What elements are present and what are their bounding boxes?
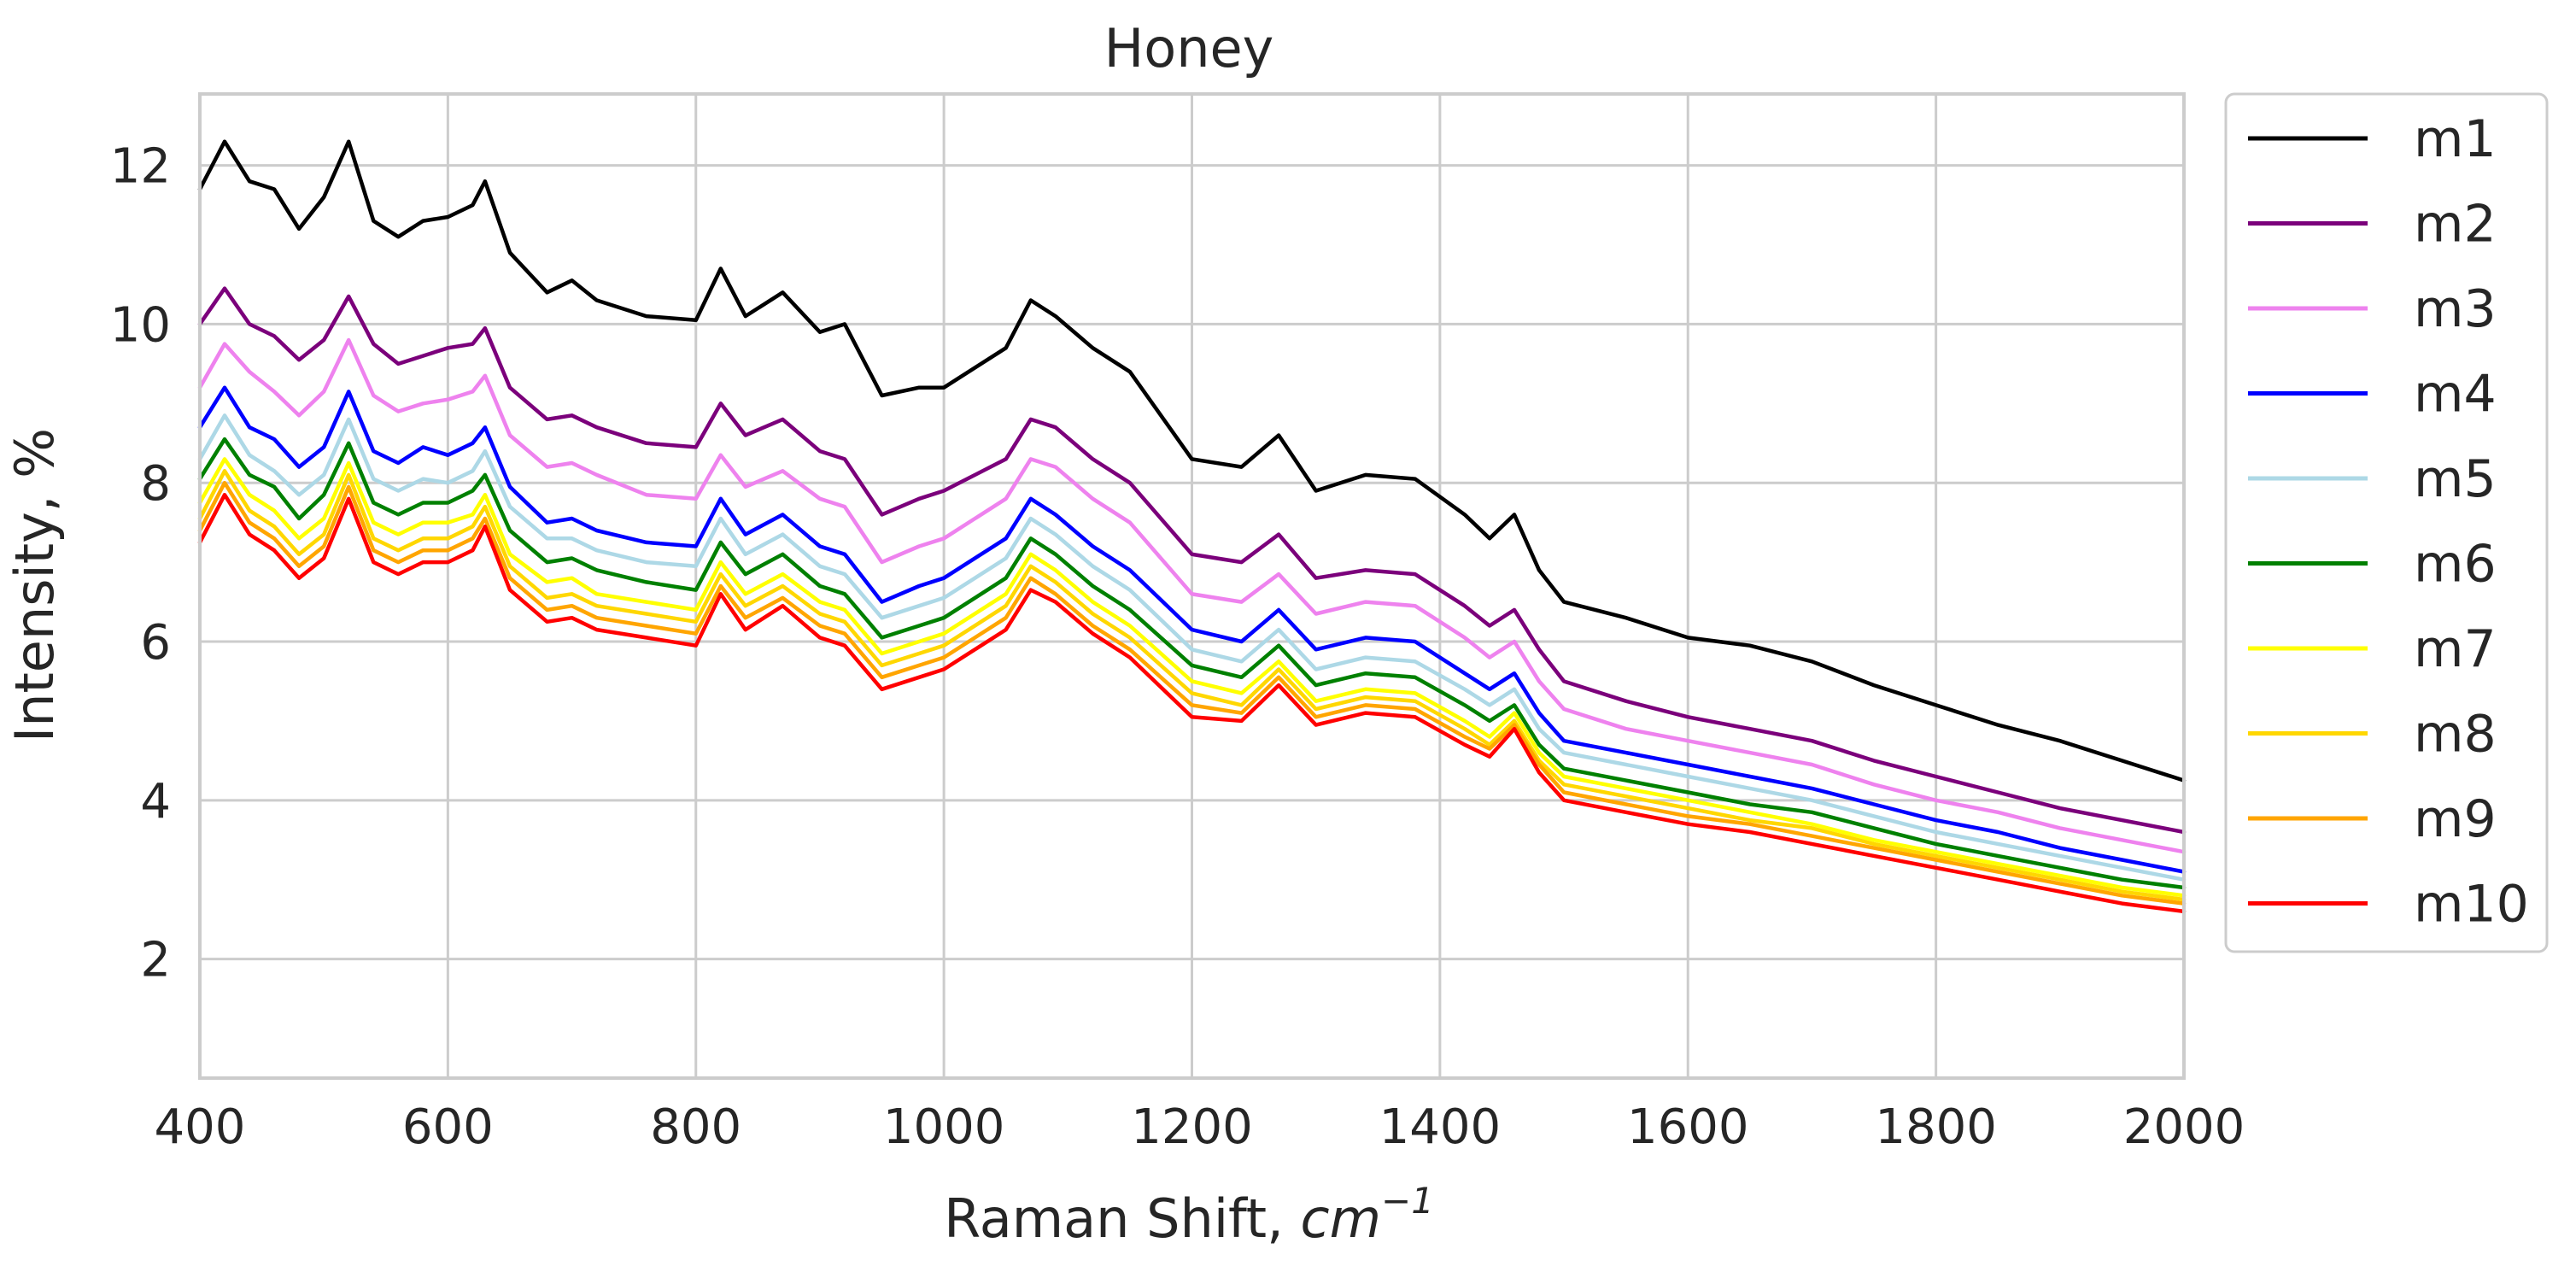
x-tick-label: 400: [155, 1099, 246, 1155]
x-tick-label: 600: [402, 1099, 494, 1155]
y-axis-title: Intensity, %: [3, 428, 66, 742]
legend-label-m4: m4: [2414, 365, 2497, 425]
y-tick-labels: 2 4 6 8 10 12: [110, 139, 171, 988]
y-tick-label: 10: [110, 297, 171, 353]
legend-label-m10: m10: [2414, 875, 2529, 935]
x-axis-title-unit: cm: [1301, 1187, 1381, 1250]
x-tick-label: 1400: [1379, 1099, 1502, 1155]
x-axis-title-exponent: −1: [1381, 1180, 1434, 1222]
series-line-m2: [197, 286, 2187, 835]
x-tick-label: 800: [650, 1099, 741, 1155]
x-tick-label: 1000: [883, 1099, 1005, 1155]
legend-label-m8: m8: [2414, 705, 2497, 765]
x-tick-labels: 400 600 800 1000 1200 1400 1600 1800 2000: [155, 1099, 2245, 1155]
legend: m1 m2 m3 m4 m5 m6 m7 m8 m9 m10: [2224, 92, 2549, 953]
x-axis-title-text: Raman Shift,: [944, 1187, 1300, 1250]
chart-title: Honey: [1104, 17, 1274, 79]
series-line-m3: [197, 337, 2187, 854]
x-axis-title: Raman Shift, cm−1: [944, 1180, 1434, 1250]
legend-label-m7: m7: [2414, 619, 2497, 679]
y-tick-label: 8: [140, 456, 171, 512]
series-line-m1: [197, 139, 2187, 783]
legend-label-m1: m1: [2414, 109, 2497, 169]
x-tick-label: 1600: [1627, 1099, 1749, 1155]
series-line-m7: [197, 457, 2187, 898]
series-line-m10: [197, 492, 2187, 914]
series-line-m6: [197, 437, 2187, 890]
legend-label-m6: m6: [2414, 535, 2497, 595]
x-tick-label: 2000: [2123, 1099, 2245, 1155]
y-tick-label: 2: [140, 933, 171, 988]
legend-label-m9: m9: [2414, 789, 2497, 849]
series-line-m5: [197, 413, 2187, 882]
legend-label-m3: m3: [2414, 279, 2497, 339]
y-tick-label: 4: [140, 774, 171, 830]
x-tick-label: 1800: [1875, 1099, 1997, 1155]
y-tick-label: 6: [140, 615, 171, 671]
series-lines: [197, 139, 2187, 914]
legend-items: m1 m2 m3 m4 m5 m6 m7 m8 m9 m10: [2248, 109, 2529, 935]
y-tick-label: 12: [110, 139, 171, 195]
legend-label-m5: m5: [2414, 449, 2497, 509]
series-line-m4: [197, 385, 2187, 874]
legend-label-m2: m2: [2414, 195, 2497, 255]
x-tick-label: 1200: [1131, 1099, 1253, 1155]
series-line-m9: [197, 480, 2187, 906]
series-line-m8: [197, 469, 2187, 902]
plot-frame: [198, 92, 2186, 1080]
